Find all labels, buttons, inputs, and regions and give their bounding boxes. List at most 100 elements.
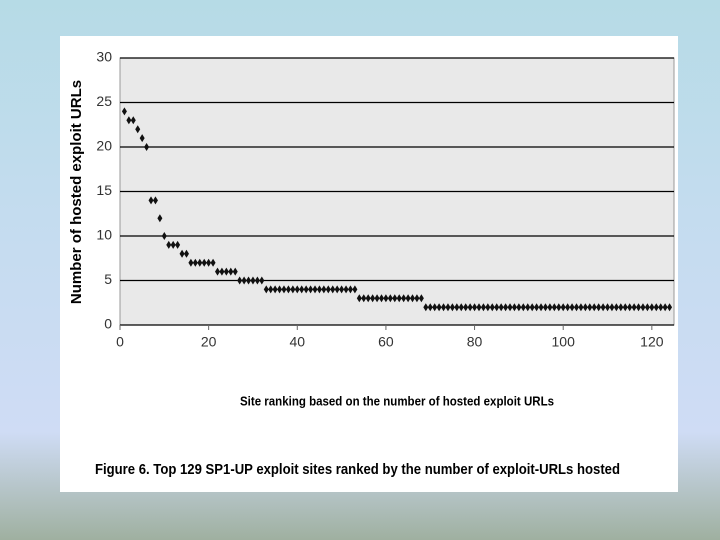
data-point bbox=[547, 303, 553, 312]
data-point bbox=[316, 285, 322, 294]
data-point bbox=[232, 267, 238, 276]
data-point bbox=[410, 294, 416, 303]
data-point bbox=[268, 285, 274, 294]
data-point bbox=[183, 249, 189, 258]
data-point bbox=[237, 276, 243, 285]
y-tick-label: 0 bbox=[104, 316, 112, 332]
data-point bbox=[290, 285, 296, 294]
data-point bbox=[480, 303, 486, 312]
data-point bbox=[485, 303, 491, 312]
data-point bbox=[157, 214, 163, 223]
data-point bbox=[361, 294, 367, 303]
data-point bbox=[166, 240, 172, 249]
x-tick-label: 100 bbox=[552, 334, 576, 350]
data-point bbox=[281, 285, 287, 294]
data-point bbox=[201, 258, 207, 267]
data-point bbox=[241, 276, 247, 285]
data-point bbox=[343, 285, 349, 294]
data-point bbox=[538, 303, 544, 312]
data-point bbox=[246, 276, 252, 285]
data-point bbox=[254, 276, 260, 285]
data-point bbox=[618, 303, 624, 312]
data-point bbox=[263, 285, 269, 294]
data-point bbox=[658, 303, 664, 312]
data-point bbox=[463, 303, 469, 312]
data-point bbox=[259, 276, 265, 285]
data-point bbox=[445, 303, 451, 312]
data-point bbox=[520, 303, 526, 312]
data-point bbox=[432, 303, 438, 312]
x-tick-label: 60 bbox=[378, 334, 394, 350]
data-point bbox=[454, 303, 460, 312]
data-point bbox=[449, 303, 455, 312]
data-point bbox=[405, 294, 411, 303]
data-point bbox=[494, 303, 500, 312]
figure-caption: Figure 6. Top 129 SP1-UP exploit sites r… bbox=[95, 461, 620, 478]
data-point bbox=[653, 303, 659, 312]
data-point bbox=[272, 285, 278, 294]
data-point bbox=[414, 294, 420, 303]
data-point bbox=[667, 303, 673, 312]
data-point bbox=[175, 240, 181, 249]
data-point bbox=[179, 249, 185, 258]
y-tick-label: 5 bbox=[104, 271, 112, 287]
y-tick-label: 20 bbox=[96, 138, 112, 154]
data-point bbox=[347, 285, 353, 294]
data-point bbox=[339, 285, 345, 294]
data-point bbox=[644, 303, 650, 312]
data-point bbox=[542, 303, 548, 312]
data-point bbox=[511, 303, 517, 312]
data-point bbox=[121, 107, 127, 116]
data-point bbox=[596, 303, 602, 312]
data-point bbox=[197, 258, 203, 267]
slide-card: Number of hosted exploit URLs Site ranki… bbox=[60, 36, 678, 492]
data-point bbox=[144, 143, 150, 151]
data-point bbox=[649, 303, 655, 312]
x-tick-label: 0 bbox=[116, 334, 124, 350]
data-point bbox=[401, 294, 407, 303]
data-point bbox=[609, 303, 615, 312]
data-point bbox=[250, 276, 256, 285]
data-point bbox=[321, 285, 327, 294]
data-point bbox=[560, 303, 566, 312]
data-point bbox=[489, 303, 495, 312]
data-point bbox=[148, 196, 154, 205]
data-point bbox=[418, 294, 424, 303]
data-point bbox=[352, 285, 358, 294]
data-point bbox=[441, 303, 447, 312]
data-point bbox=[636, 303, 642, 312]
data-point bbox=[516, 303, 522, 312]
y-tick-label: 10 bbox=[96, 227, 112, 243]
data-point bbox=[126, 116, 132, 125]
data-point bbox=[228, 267, 234, 276]
data-point bbox=[378, 294, 384, 303]
data-point bbox=[622, 303, 628, 312]
data-point bbox=[529, 303, 535, 312]
data-point bbox=[436, 303, 442, 312]
data-point bbox=[303, 285, 309, 294]
data-point bbox=[387, 294, 393, 303]
chart: Number of hosted exploit URLs Site ranki… bbox=[68, 49, 675, 478]
data-point bbox=[613, 303, 619, 312]
x-tick-label: 80 bbox=[467, 334, 483, 350]
data-point bbox=[188, 258, 194, 267]
data-point bbox=[370, 294, 376, 303]
data-point bbox=[472, 303, 478, 312]
data-point bbox=[312, 285, 318, 294]
y-axis-label: Number of hosted exploit URLs bbox=[68, 80, 85, 304]
data-point bbox=[152, 196, 158, 205]
y-tick-label: 15 bbox=[96, 182, 112, 198]
data-point bbox=[294, 285, 300, 294]
x-tick-label: 20 bbox=[201, 334, 217, 350]
data-point bbox=[631, 303, 637, 312]
data-point bbox=[582, 303, 588, 312]
data-point bbox=[556, 303, 562, 312]
data-point bbox=[215, 267, 221, 276]
x-tick-label: 40 bbox=[289, 334, 305, 350]
data-point bbox=[591, 303, 597, 312]
data-point bbox=[476, 303, 482, 312]
data-point bbox=[534, 303, 540, 312]
x-axis-label: Site ranking based on the number of host… bbox=[240, 393, 554, 408]
data-point bbox=[161, 232, 167, 240]
data-point bbox=[192, 258, 198, 267]
